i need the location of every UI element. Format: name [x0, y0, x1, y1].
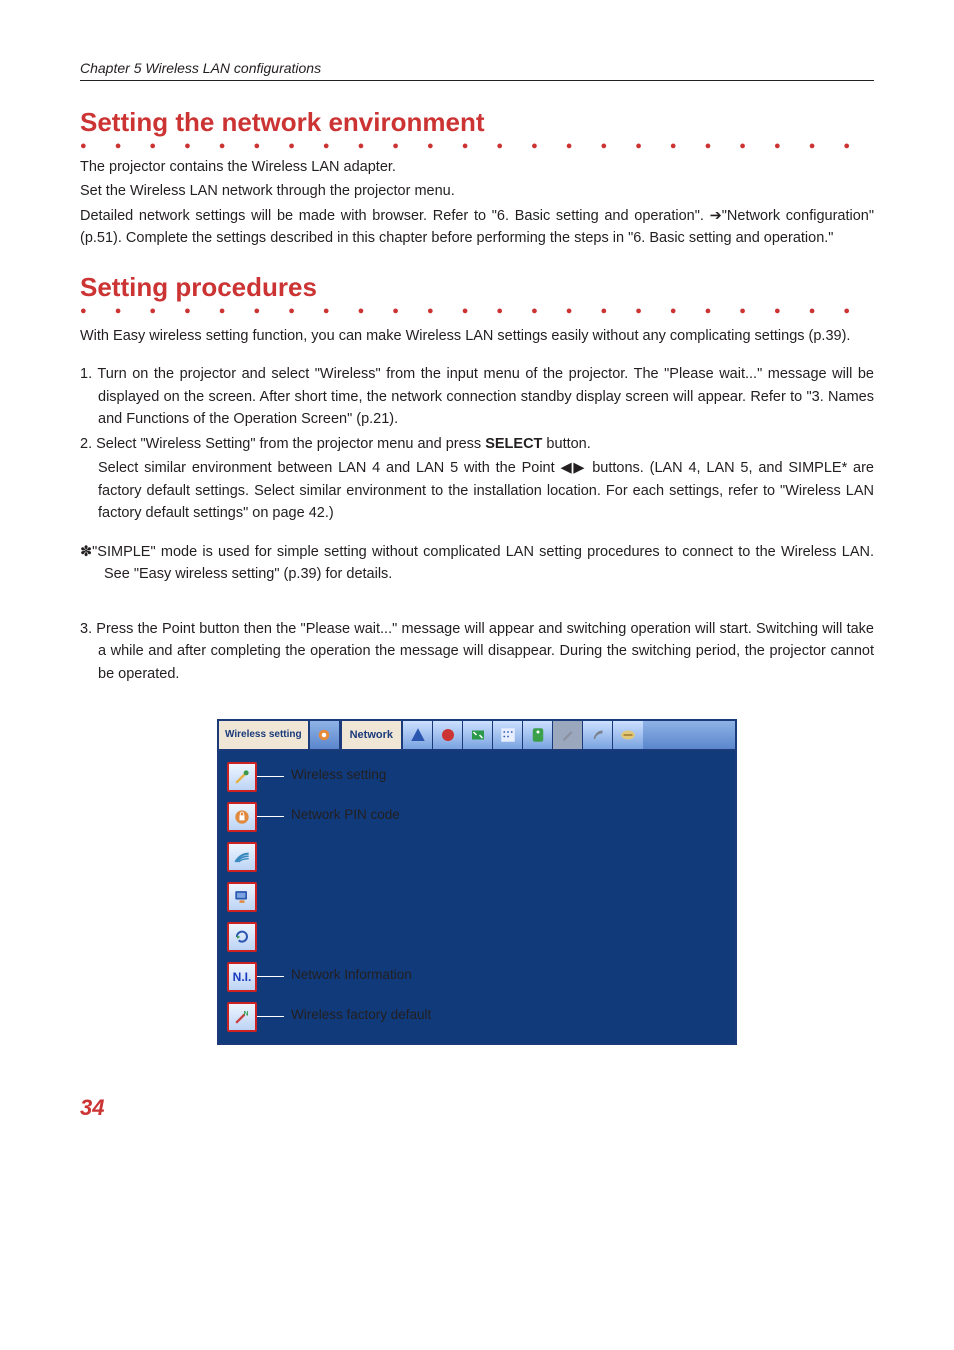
- asterisk-note: ✽"SIMPLE" mode is used for simple settin…: [80, 541, 874, 586]
- intro-p3: Detailed network settings will be made w…: [80, 205, 874, 250]
- callout-wireless-setting: Wireless setting: [291, 767, 386, 782]
- factory-default-icon: N: [227, 1002, 257, 1032]
- signal-icon: [227, 842, 257, 872]
- step-1: 1. Turn on the projector and select "Wir…: [80, 363, 874, 430]
- network-info-icon: N.I.: [227, 962, 257, 992]
- connector-line: [256, 976, 284, 977]
- pin-lock-icon: [227, 802, 257, 832]
- heading-dots: ● ● ● ● ● ● ● ● ● ● ● ● ● ● ● ● ● ● ● ● …: [80, 140, 874, 152]
- step-2-select-bold: SELECT: [485, 436, 542, 452]
- page-number: 34: [80, 1095, 874, 1121]
- computer-icon: [227, 882, 257, 912]
- connector-line: [256, 1016, 284, 1017]
- intro-p2: Set the Wireless LAN network through the…: [80, 180, 874, 202]
- connector-line: [256, 776, 284, 777]
- menu-row-cycle[interactable]: [227, 917, 727, 957]
- tab-scroll-icon[interactable]: [523, 721, 553, 749]
- tab-network-label: Network: [340, 721, 403, 749]
- step-3: 3. Press the Point button then the "Plea…: [80, 618, 874, 685]
- step-2-body: Select similar environment between LAN 4…: [80, 457, 874, 524]
- svg-text:N: N: [244, 1010, 249, 1017]
- ni-text: N.I.: [233, 970, 252, 984]
- tab-dots-icon[interactable]: [493, 721, 523, 749]
- chapter-header: Chapter 5 Wireless LAN configurations: [80, 60, 874, 81]
- step-2-c: button.: [542, 436, 590, 452]
- heading-setting-network-env: Setting the network environment: [80, 107, 874, 138]
- proc-intro: With Easy wireless setting function, you…: [80, 325, 874, 347]
- tab-wireless-setting-label: Wireless setting: [219, 721, 310, 749]
- step-2-line1: 2. Select "Wireless Setting" from the pr…: [80, 433, 874, 455]
- tab-brush-icon[interactable]: [583, 721, 613, 749]
- menu-figure: Wireless setting Network: [217, 719, 737, 1045]
- intro-p1: The projector contains the Wireless LAN …: [80, 156, 874, 178]
- wireless-setup-pencil-icon: [227, 762, 257, 792]
- menu-body: N.I. N: [217, 751, 737, 1045]
- step-2-a: 2. Select "Wireless Setting" from the pr…: [80, 436, 485, 452]
- tab-globe-icon[interactable]: [433, 721, 463, 749]
- callout-network-info: Network Information: [291, 967, 412, 982]
- menu-row-computer[interactable]: [227, 877, 727, 917]
- tab-screen-size-icon[interactable]: [463, 721, 493, 749]
- callout-factory-default: Wireless factory default: [291, 1007, 431, 1022]
- callout-network-pin: Network PIN code: [291, 807, 400, 822]
- menu-row-signal[interactable]: [227, 837, 727, 877]
- arrow-cycle-icon: [227, 922, 257, 952]
- heading-setting-procedures: Setting procedures: [80, 272, 874, 303]
- tab-tool-icon[interactable]: [613, 721, 643, 749]
- connector-line: [256, 816, 284, 817]
- menu-tab-bar: Wireless setting Network: [217, 719, 737, 751]
- tab-write-icon[interactable]: [553, 721, 583, 749]
- tab-gear-icon[interactable]: [310, 721, 340, 749]
- heading-dots-2: ● ● ● ● ● ● ● ● ● ● ● ● ● ● ● ● ● ● ● ● …: [80, 305, 874, 317]
- tab-triangle-caution-icon[interactable]: [403, 721, 433, 749]
